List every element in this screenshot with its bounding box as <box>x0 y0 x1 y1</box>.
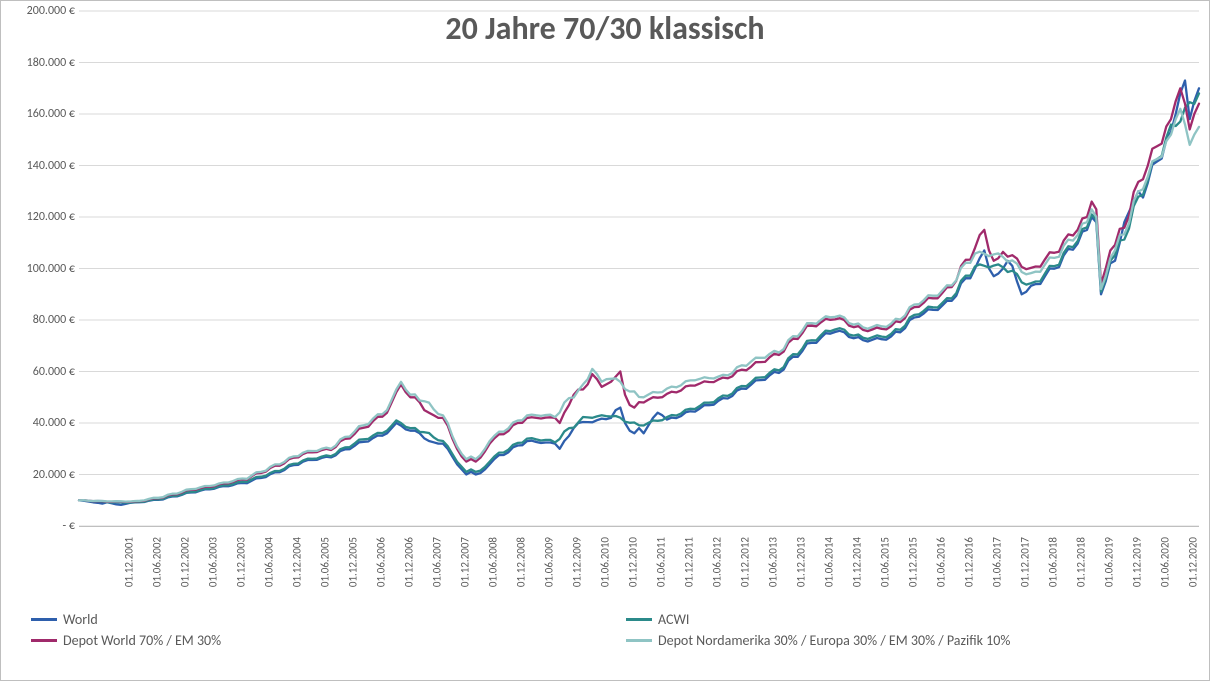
x-tick-label: 01.12.2015 <box>907 537 920 587</box>
x-tick-label: 01.06.2020 <box>1159 537 1172 587</box>
chart-container: 20 Jahre 70/30 klassisch - €20.000 €40.0… <box>0 0 1210 681</box>
x-tick-label: 01.06.2016 <box>935 537 948 587</box>
x-tick-label: 01.12.2013 <box>795 537 808 587</box>
plot-area <box>79 11 1199 526</box>
y-tick-label: 60.000 € <box>33 365 75 379</box>
x-tick-label: 01.12.2020 <box>1187 537 1200 587</box>
legend-item: Depot Nordamerika 30% / Europa 30% / EM … <box>626 632 1201 649</box>
legend-label: Depot Nordamerika 30% / Europa 30% / EM … <box>658 632 1010 649</box>
x-tick-label: 01.12.2007 <box>459 537 472 587</box>
x-tick-label: 01.12.2010 <box>627 537 640 587</box>
legend-label: ACWI <box>658 611 689 628</box>
legend-item: Depot World 70% / EM 30% <box>31 632 606 649</box>
x-tick-label: 01.06.2012 <box>711 537 724 587</box>
x-tick-label: 01.12.2002 <box>179 537 192 587</box>
lines-svg <box>79 11 1199 526</box>
x-tick-label: 01.06.2014 <box>823 537 836 587</box>
legend-item: World <box>31 611 606 628</box>
y-tick-label: 100.000 € <box>27 262 75 276</box>
x-tick-label: 01.06.2002 <box>151 537 164 587</box>
y-tick-label: 160.000 € <box>27 107 75 121</box>
x-tick-label: 01.06.2007 <box>431 537 444 587</box>
x-tick-label: 01.06.2009 <box>543 537 556 587</box>
series-depot-world-70%-/-em-30% <box>79 88 1199 502</box>
x-tick-label: 01.12.2014 <box>851 537 864 587</box>
x-tick-label: 01.12.2017 <box>1019 537 1032 587</box>
x-tick-label: 01.12.2019 <box>1131 537 1144 587</box>
legend-swatch <box>626 639 652 642</box>
y-tick-label: 200.000 € <box>27 4 75 18</box>
x-tick-label: 01.06.2003 <box>207 537 220 587</box>
x-tick-label: 01.12.2009 <box>571 537 584 587</box>
series-world <box>79 81 1199 505</box>
x-tick-label: 01.12.2004 <box>291 537 304 587</box>
x-tick-label: 01.06.2004 <box>263 537 276 587</box>
x-tick-label: 01.06.2010 <box>599 537 612 587</box>
y-tick-label: 180.000 € <box>27 56 75 70</box>
x-tick-label: 01.06.2019 <box>1103 537 1116 587</box>
legend-swatch <box>31 639 57 642</box>
x-tick-label: 01.06.2011 <box>655 537 668 587</box>
legend-item: ACWI <box>626 611 1201 628</box>
x-tick-label: 01.06.2013 <box>767 537 780 587</box>
legend-swatch <box>626 618 652 621</box>
x-tick-label: 01.12.2001 <box>123 537 136 587</box>
legend-swatch <box>31 618 57 621</box>
x-tick-label: 01.06.2006 <box>375 537 388 587</box>
series-acwi <box>79 93 1199 502</box>
x-tick-label: 01.12.2005 <box>347 537 360 587</box>
legend: World ACWI Depot World 70% / EM 30% Depot N… <box>31 611 1201 649</box>
y-tick-label: 120.000 € <box>27 210 75 224</box>
x-tick-label: 01.12.2003 <box>235 537 248 587</box>
series-depot-nordamerika-30%-/-europa-30%-/-em-30%-/-pazifik-10% <box>79 109 1199 502</box>
x-tick-label: 01.06.2018 <box>1047 537 1060 587</box>
x-tick-label: 01.12.2018 <box>1075 537 1088 587</box>
y-tick-label: 80.000 € <box>33 313 75 327</box>
legend-label: Depot World 70% / EM 30% <box>63 632 221 649</box>
x-tick-label: 01.12.2011 <box>683 537 696 587</box>
y-tick-label: 20.000 € <box>33 468 75 482</box>
x-tick-label: 01.12.2016 <box>963 537 976 587</box>
y-tick-label: 40.000 € <box>33 416 75 430</box>
x-tick-label: 01.12.2006 <box>403 537 416 587</box>
x-tick-label: 01.06.2017 <box>991 537 1004 587</box>
y-tick-label: - € <box>63 519 75 533</box>
x-tick-label: 01.06.2008 <box>487 537 500 587</box>
x-tick-label: 01.12.2012 <box>739 537 752 587</box>
x-axis-line <box>79 526 1199 527</box>
x-axis-labels: 01.12.2001 01.06.2002 01.12.2002 01.06.2003… <box>79 537 1199 607</box>
y-tick-label: 140.000 € <box>27 159 75 173</box>
legend-label: World <box>63 611 98 628</box>
x-tick-label: 01.06.2015 <box>879 537 892 587</box>
x-tick-label: 01.06.2005 <box>319 537 332 587</box>
y-axis-labels: - €20.000 €40.000 €60.000 €80.000 €100.0… <box>1 11 75 526</box>
x-tick-label: 01.12.2008 <box>515 537 528 587</box>
